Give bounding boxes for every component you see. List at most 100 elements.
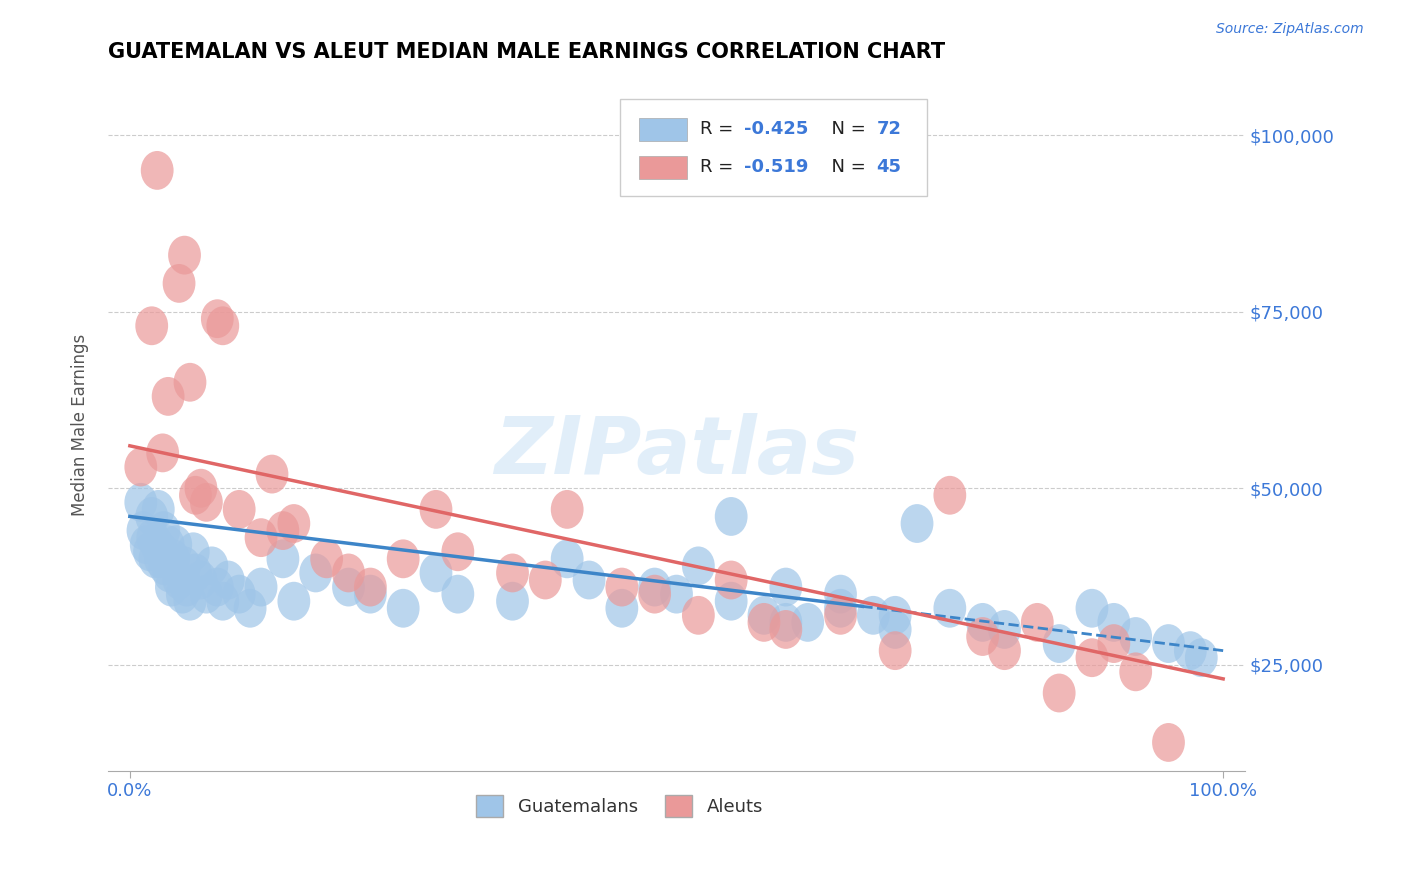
- Ellipse shape: [245, 518, 277, 558]
- Ellipse shape: [127, 511, 159, 550]
- Ellipse shape: [419, 554, 453, 592]
- Ellipse shape: [824, 574, 856, 614]
- Legend: Guatemalans, Aleuts: Guatemalans, Aleuts: [470, 788, 770, 824]
- Ellipse shape: [966, 617, 1000, 656]
- Ellipse shape: [1185, 639, 1218, 677]
- Ellipse shape: [267, 511, 299, 550]
- Ellipse shape: [1174, 632, 1206, 670]
- Ellipse shape: [177, 533, 209, 571]
- Ellipse shape: [139, 540, 172, 578]
- Text: N =: N =: [820, 120, 872, 138]
- Text: -0.425: -0.425: [744, 120, 808, 138]
- Ellipse shape: [134, 533, 166, 571]
- Ellipse shape: [879, 610, 911, 648]
- Ellipse shape: [387, 589, 419, 628]
- Ellipse shape: [201, 300, 233, 338]
- Ellipse shape: [879, 632, 911, 670]
- Ellipse shape: [934, 475, 966, 515]
- Ellipse shape: [988, 610, 1021, 648]
- Ellipse shape: [184, 469, 218, 508]
- Ellipse shape: [207, 306, 239, 345]
- Ellipse shape: [606, 589, 638, 628]
- Ellipse shape: [173, 582, 207, 621]
- Y-axis label: Median Male Earnings: Median Male Earnings: [72, 334, 89, 516]
- Ellipse shape: [146, 533, 179, 571]
- Ellipse shape: [179, 554, 212, 592]
- Ellipse shape: [1119, 617, 1152, 656]
- Ellipse shape: [1021, 603, 1053, 642]
- Ellipse shape: [748, 603, 780, 642]
- Ellipse shape: [824, 589, 856, 628]
- Ellipse shape: [135, 497, 169, 536]
- Ellipse shape: [124, 483, 157, 522]
- Text: ZIPatlas: ZIPatlas: [494, 413, 859, 491]
- Ellipse shape: [606, 567, 638, 607]
- Text: N =: N =: [820, 158, 872, 177]
- Ellipse shape: [714, 497, 748, 536]
- Ellipse shape: [159, 525, 193, 564]
- Ellipse shape: [256, 455, 288, 493]
- Ellipse shape: [149, 547, 181, 585]
- Ellipse shape: [769, 603, 803, 642]
- Ellipse shape: [1185, 772, 1218, 812]
- Ellipse shape: [496, 554, 529, 592]
- Ellipse shape: [354, 574, 387, 614]
- Ellipse shape: [129, 525, 163, 564]
- Text: R =: R =: [700, 120, 740, 138]
- Ellipse shape: [173, 363, 207, 401]
- Ellipse shape: [529, 560, 562, 599]
- Ellipse shape: [157, 540, 190, 578]
- Ellipse shape: [222, 574, 256, 614]
- Ellipse shape: [387, 540, 419, 578]
- Ellipse shape: [714, 582, 748, 621]
- Ellipse shape: [170, 567, 202, 607]
- Ellipse shape: [1098, 603, 1130, 642]
- Ellipse shape: [163, 264, 195, 302]
- Ellipse shape: [638, 574, 671, 614]
- Ellipse shape: [824, 596, 856, 635]
- Ellipse shape: [332, 567, 366, 607]
- Ellipse shape: [934, 589, 966, 628]
- Ellipse shape: [141, 525, 173, 564]
- Ellipse shape: [792, 603, 824, 642]
- Ellipse shape: [233, 589, 267, 628]
- Ellipse shape: [207, 582, 239, 621]
- Ellipse shape: [155, 567, 188, 607]
- Ellipse shape: [1119, 652, 1152, 691]
- Text: 45: 45: [876, 158, 901, 177]
- Ellipse shape: [769, 610, 803, 648]
- Ellipse shape: [551, 540, 583, 578]
- Ellipse shape: [419, 490, 453, 529]
- Ellipse shape: [1152, 723, 1185, 762]
- Ellipse shape: [135, 306, 169, 345]
- Ellipse shape: [190, 483, 222, 522]
- Ellipse shape: [141, 151, 173, 190]
- FancyBboxPatch shape: [638, 156, 686, 178]
- Ellipse shape: [299, 554, 332, 592]
- Ellipse shape: [901, 504, 934, 543]
- Ellipse shape: [143, 540, 177, 578]
- Ellipse shape: [332, 554, 366, 592]
- Ellipse shape: [277, 582, 311, 621]
- Ellipse shape: [659, 574, 693, 614]
- Ellipse shape: [748, 596, 780, 635]
- Ellipse shape: [136, 518, 169, 558]
- Ellipse shape: [267, 540, 299, 578]
- Ellipse shape: [1076, 589, 1108, 628]
- Text: R =: R =: [700, 158, 740, 177]
- Ellipse shape: [966, 603, 1000, 642]
- Ellipse shape: [142, 490, 174, 529]
- Ellipse shape: [163, 560, 195, 599]
- Ellipse shape: [441, 533, 474, 571]
- Ellipse shape: [184, 560, 218, 599]
- Ellipse shape: [245, 567, 277, 607]
- Ellipse shape: [195, 547, 228, 585]
- Ellipse shape: [169, 235, 201, 275]
- Ellipse shape: [441, 574, 474, 614]
- Ellipse shape: [638, 567, 671, 607]
- Ellipse shape: [148, 511, 180, 550]
- Ellipse shape: [149, 540, 183, 578]
- Ellipse shape: [1076, 639, 1108, 677]
- Ellipse shape: [682, 547, 714, 585]
- Ellipse shape: [169, 547, 201, 585]
